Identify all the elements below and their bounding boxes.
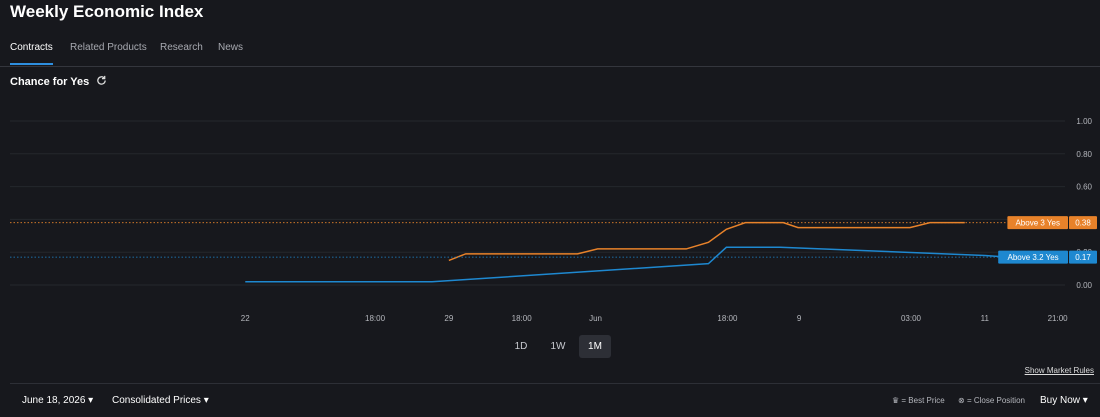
chart: 0.000.200.400.600.801.002218:002918:00Ju… bbox=[10, 117, 1097, 323]
badge-name-bg bbox=[1007, 216, 1068, 230]
y-tick-label: 0.60 bbox=[1076, 183, 1092, 192]
best-price-legend: ♛ = Best Price bbox=[892, 396, 945, 405]
page-title: Weekly Economic Index bbox=[10, 2, 204, 21]
tab[interactable]: News bbox=[218, 42, 244, 53]
buy-now-select[interactable]: Buy Now ▾ bbox=[1040, 395, 1088, 406]
divider bbox=[0, 66, 1100, 67]
tab[interactable]: Related Products bbox=[70, 42, 147, 53]
divider bbox=[10, 383, 1100, 384]
badge-value-bg bbox=[1069, 216, 1097, 230]
x-tick-label: 18:00 bbox=[365, 314, 386, 323]
y-tick-label: 0.80 bbox=[1076, 150, 1092, 159]
series-line bbox=[448, 221, 965, 262]
badge-value-bg bbox=[1069, 250, 1097, 264]
badge-name: Above 3 Yes bbox=[1015, 219, 1059, 228]
close-position-legend: ⊗ = Close Position bbox=[958, 396, 1025, 405]
series-line bbox=[245, 246, 1009, 283]
x-tick-label: 9 bbox=[797, 314, 802, 323]
x-tick-label: 03:00 bbox=[901, 314, 922, 323]
x-tick-label: 11 bbox=[981, 314, 990, 323]
x-tick-label: 29 bbox=[444, 314, 453, 323]
refresh-icon[interactable] bbox=[96, 75, 107, 86]
buy-text: Buy Now bbox=[1040, 395, 1081, 406]
prices-text: Consolidated Prices bbox=[112, 395, 201, 406]
last-value-badge: Above 3 Yes 0.38 bbox=[1007, 216, 1097, 230]
x-tick-label: 18:00 bbox=[717, 314, 738, 323]
x-tick-label: 21:00 bbox=[1048, 314, 1069, 323]
prices-select[interactable]: Consolidated Prices ▾ bbox=[112, 395, 209, 406]
section-title: Chance for Yes bbox=[10, 75, 107, 88]
badge-value: 0.17 bbox=[1075, 253, 1091, 262]
best-price-text: = Best Price bbox=[901, 396, 945, 405]
market-rules-link[interactable]: Show Market Rules bbox=[1024, 366, 1094, 375]
badge-value: 0.38 bbox=[1075, 219, 1091, 228]
x-tick-label: 18:00 bbox=[512, 314, 533, 323]
last-value-badge: Above 3.2 Yes 0.17 bbox=[998, 250, 1097, 264]
x-tick-label: 22 bbox=[241, 314, 250, 323]
x-tick-label: Jun bbox=[589, 314, 602, 323]
tab[interactable]: Contracts bbox=[10, 42, 53, 53]
date-select[interactable]: June 18, 2026 ▾ bbox=[22, 395, 94, 406]
tab-underline bbox=[10, 63, 53, 65]
badge-name: Above 3.2 Yes bbox=[1008, 253, 1059, 262]
close-position-text: = Close Position bbox=[966, 396, 1025, 405]
range-button[interactable]: 1W bbox=[550, 341, 566, 352]
badge-name-bg bbox=[998, 250, 1068, 264]
range-button[interactable]: 1D bbox=[514, 341, 528, 352]
date-text: June 18, 2026 bbox=[22, 395, 86, 406]
y-tick-label: 1.00 bbox=[1076, 117, 1092, 126]
range-button[interactable]: 1M bbox=[579, 335, 611, 358]
y-tick-label: 0.00 bbox=[1076, 281, 1092, 290]
tab[interactable]: Research bbox=[160, 42, 203, 53]
section-title-text: Chance for Yes bbox=[10, 76, 90, 88]
